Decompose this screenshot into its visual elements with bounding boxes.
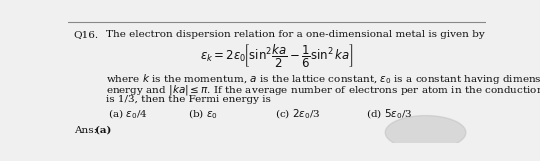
Text: (b) $\varepsilon_0$: (b) $\varepsilon_0$	[187, 107, 218, 121]
Text: $\varepsilon_k = 2\varepsilon_0\!\left[\sin^2\!\dfrac{ka}{2} - \dfrac{1}{6}\sin^: $\varepsilon_k = 2\varepsilon_0\!\left[\…	[200, 42, 354, 69]
Text: (a): (a)	[94, 126, 111, 135]
Text: (a) $\varepsilon_0$/4: (a) $\varepsilon_0$/4	[108, 107, 147, 121]
Text: where $k$ is the momentum, $a$ is the lattice constant, $\varepsilon_0$ is a con: where $k$ is the momentum, $a$ is the la…	[106, 72, 540, 86]
Polygon shape	[385, 116, 466, 149]
Text: Q16.: Q16.	[73, 30, 99, 39]
Text: The electron dispersion relation for a one-dimensional metal is given by: The electron dispersion relation for a o…	[106, 30, 485, 39]
Text: is 1/3, then the Fermi energy is: is 1/3, then the Fermi energy is	[106, 95, 271, 104]
Text: (c) $2\varepsilon_0$/3: (c) $2\varepsilon_0$/3	[275, 107, 321, 121]
Text: Ans:: Ans:	[73, 126, 103, 135]
Text: energy and $|ka|\leq\pi$. If the average number of electrons per atom in the con: energy and $|ka|\leq\pi$. If the average…	[106, 83, 540, 97]
Text: (d) $5\varepsilon_0$/3: (d) $5\varepsilon_0$/3	[366, 107, 413, 121]
